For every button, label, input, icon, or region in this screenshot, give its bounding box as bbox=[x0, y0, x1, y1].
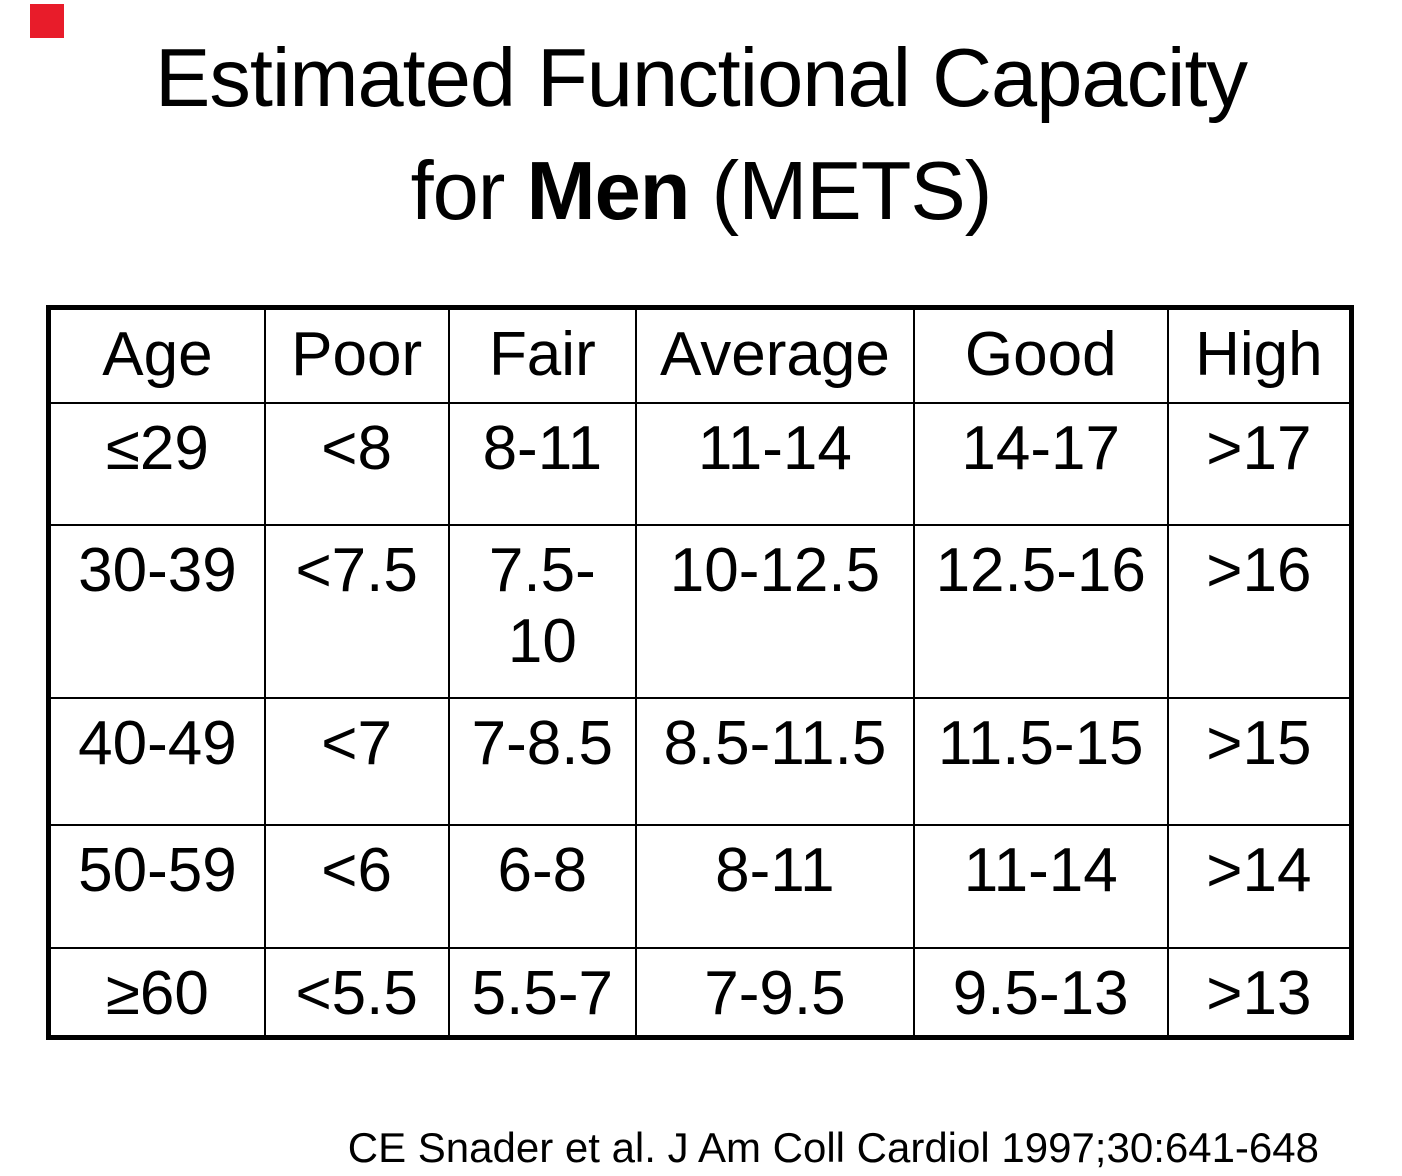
cell-good: 12.5-16 bbox=[912, 523, 1169, 699]
cell-high: >16 bbox=[1166, 523, 1353, 699]
header-fair: Fair bbox=[447, 306, 638, 404]
cell-good: 9.5-13 bbox=[912, 946, 1169, 1039]
cell-poor: <5.5 bbox=[263, 946, 450, 1039]
cell-fair: 6-8 bbox=[447, 823, 638, 949]
header-average: Average bbox=[635, 306, 915, 404]
title-line-2-suffix: (METS) bbox=[689, 143, 993, 237]
title-line-1: Estimated Functional Capacity bbox=[154, 31, 1248, 124]
header-age: Age bbox=[47, 306, 266, 404]
header-good: Good bbox=[912, 306, 1169, 404]
cell-average: 8.5-11.5 bbox=[635, 696, 915, 826]
cell-age: ≤29 bbox=[47, 401, 266, 526]
cell-good: 11.5-15 bbox=[912, 696, 1169, 826]
cell-high: >14 bbox=[1166, 823, 1353, 949]
cell-good: 11-14 bbox=[912, 823, 1169, 949]
mets-table: Age Poor Fair Average Good High ≤29 <8 8… bbox=[46, 305, 1354, 1040]
cell-average: 8-11 bbox=[635, 823, 915, 949]
title-line-2-men: Men bbox=[526, 143, 691, 237]
cell-poor: <6 bbox=[263, 823, 450, 949]
cell-age: 30-39 bbox=[47, 523, 266, 699]
cell-fair: 5.5-7 bbox=[447, 946, 638, 1039]
table-row: 40-49 <7 7-8.5 8.5-11.5 11.5-15 >15 bbox=[47, 696, 1353, 826]
cell-poor: <7.5 bbox=[263, 523, 450, 699]
cell-age: 40-49 bbox=[47, 696, 266, 826]
cell-fair: 7.5- 10 bbox=[447, 523, 638, 699]
cell-age: 50-59 bbox=[47, 823, 266, 949]
table-row: ≥60 <5.5 5.5-7 7-9.5 9.5-13 >13 bbox=[47, 946, 1353, 1039]
table-row: 50-59 <6 6-8 8-11 11-14 >14 bbox=[47, 823, 1353, 949]
cell-good: 14-17 bbox=[912, 401, 1169, 526]
citation: CE Snader et al. J Am Coll Cardiol 1997;… bbox=[347, 1124, 1319, 1171]
cell-fair: 8-11 bbox=[447, 401, 638, 526]
cell-average: 7-9.5 bbox=[635, 946, 915, 1039]
cell-average: 10-12.5 bbox=[635, 523, 915, 699]
cell-average: 11-14 bbox=[635, 401, 915, 526]
cell-high: >13 bbox=[1166, 946, 1353, 1039]
red-marker bbox=[30, 4, 64, 38]
cell-high: >15 bbox=[1166, 696, 1353, 826]
table-header-row: Age Poor Fair Average Good High bbox=[47, 306, 1353, 404]
cell-fair: 7-8.5 bbox=[447, 696, 638, 826]
table-row: ≤29 <8 8-11 11-14 14-17 >17 bbox=[47, 401, 1353, 526]
title-line-2: for Men (METS) bbox=[410, 143, 993, 237]
title-line-2-prefix: for bbox=[410, 143, 527, 237]
header-poor: Poor bbox=[263, 306, 450, 404]
cell-age: ≥60 bbox=[47, 946, 266, 1039]
slide-title: Estimated Functional Capacity for Men (ME… bbox=[0, 22, 1402, 248]
header-high: High bbox=[1166, 306, 1353, 404]
cell-poor: <7 bbox=[263, 696, 450, 826]
table-row: 30-39 <7.5 7.5- 10 10-12.5 12.5-16 >16 bbox=[47, 523, 1353, 699]
cell-poor: <8 bbox=[263, 401, 450, 526]
cell-high: >17 bbox=[1166, 401, 1353, 526]
